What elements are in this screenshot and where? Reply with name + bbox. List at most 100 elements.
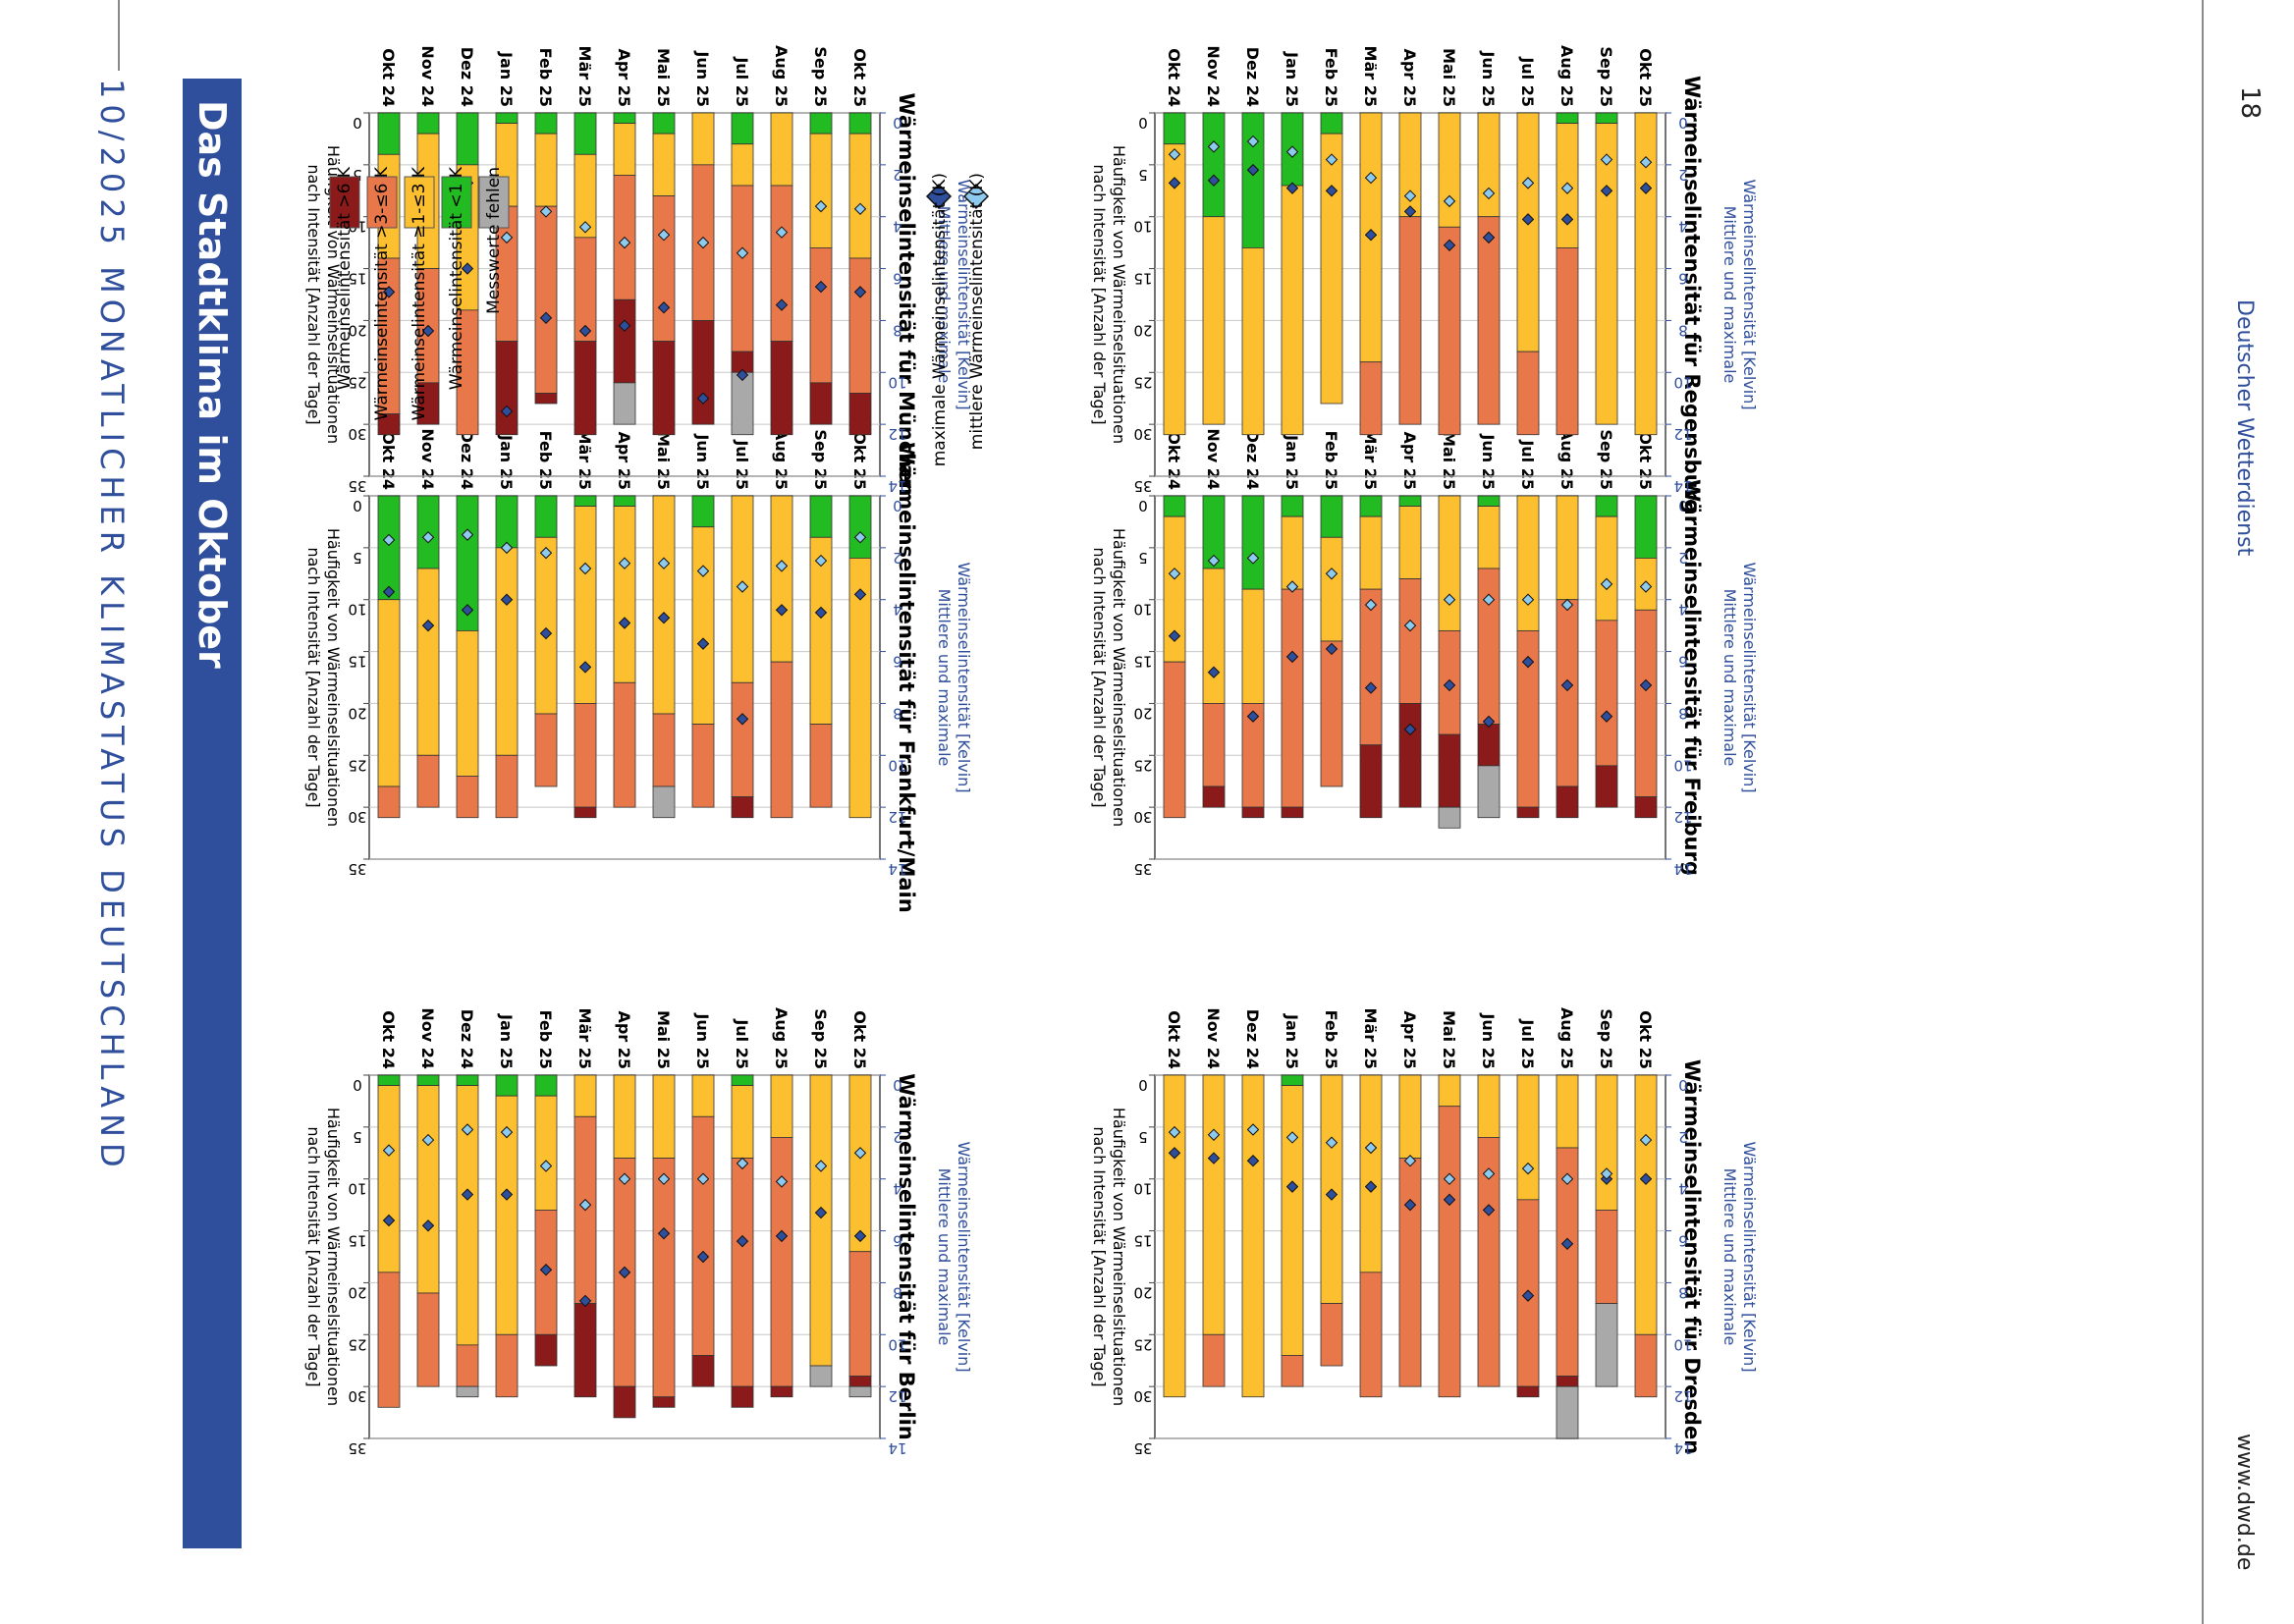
chart-3-kelvin-tick-label: 2 [893,549,902,567]
chart-6-kelvin-tick-label: 0 [1678,114,1688,132]
chart-2-bar-gt3 [1477,1137,1501,1387]
chart-6-bar-gt3 [1516,351,1540,436]
chart-4-month-label: Apr 25 [1400,431,1419,490]
chart-6-days-tick-label: 10 [1133,218,1152,236]
chart-4-bar-gt6 [1516,806,1540,819]
chart-2-days-tick-label: 5 [1138,1128,1148,1146]
chart-4-bar-gt6 [1595,765,1618,808]
chart-3-bar-gt3 [731,681,754,797]
chart-3-bar-ge1 [848,558,872,819]
chart-2-bar-ge1 [1477,1074,1501,1138]
chart-1-kelvin-tick-label: 2 [893,1128,902,1146]
chart-3-bar-missing [652,785,676,819]
chart-5-month-label: Jun 25 [693,50,712,107]
chart-1-bar-ge1 [691,1074,715,1117]
chart-4-bar-gt6 [1359,744,1383,819]
chart-3-mean-marker [539,546,553,560]
chart-6-bar-lt1 [1163,112,1186,145]
chart-1-bar-gt3 [456,1344,479,1387]
chart-6-city-title: Wärmeinselintensität für Regensburg [1680,76,1704,514]
chart-4-month-label: Jan 25 [1283,434,1301,490]
chart-3-mean-marker [461,528,474,541]
chart-4-mean-marker [1521,593,1535,606]
chart-6-bar-ge1 [1477,112,1501,218]
chart-4-days-tick-label: 5 [1138,549,1148,567]
chart-6-bar-ge1 [1595,123,1618,425]
chart-2-kelvin-tick-label: 12 [1673,1387,1692,1405]
chart-5-mean-marker [500,231,514,244]
chart-2-month-label: Okt 25 [1636,1010,1655,1069]
chart-4-days-tick-label: 25 [1133,756,1152,774]
chart-6-mean-marker [1639,156,1653,169]
chart-2-mean-marker [1521,1162,1535,1175]
chart-1-top-axis-title-line1: Häufigkeit von Wärmeinselsituationen [324,1108,343,1406]
chart-3-kelvin-tick-label: 4 [893,601,902,619]
chart-4-kelvin-tick-label: 0 [1678,497,1688,514]
chart-3-max-marker [421,619,435,632]
chart-3-days-tick-label: 20 [348,704,366,722]
chart-5-max-marker [382,286,396,298]
chart-4-bar-missing [1477,765,1501,819]
chart-3-bar-gt3 [534,713,558,787]
chart-2-max-marker [1364,1180,1378,1193]
chart-1-days-tick-label: 25 [348,1335,366,1353]
chart-5-top-axis-title-line2: nach Intensität [Anzahl der Tage] [304,164,323,424]
chart-1-bar-lt1 [495,1074,519,1097]
chart-5-max-marker [618,319,631,332]
chart-6-max-marker [1482,231,1496,244]
chart-4-month-label: Okt 25 [1636,431,1655,490]
chart-5-max-marker [461,262,474,275]
chart-5-month-label: Sep 25 [811,46,830,107]
chart-5-bar-gt6 [377,413,401,436]
chart-5-bar-gt6 [534,393,558,405]
legend-swatch-lt1 [441,176,472,229]
chart-6-mean-marker [1560,182,1574,194]
chart-6-month-label: Jul 25 [1518,56,1537,107]
chart-2-mean-marker [1639,1133,1653,1147]
chart-4-kelvin-tick-label: 6 [1678,653,1688,671]
chart-1-days-tick-label: 30 [348,1387,366,1405]
chart-4-days-tick-label: 0 [1138,497,1148,514]
chart-3-max-marker [539,626,553,640]
chart-3-top-axis-title-line1: Häufigkeit von Wärmeinselsituationen [324,528,343,827]
chart-6-month-label: Sep 25 [1597,46,1615,107]
chart-1-max-marker [461,1188,474,1201]
chart-2-month-label: Dez 24 [1243,1009,1262,1069]
chart-4-bar-gt3 [1281,588,1304,808]
chart-2-bar-ge1 [1438,1074,1461,1108]
chart-3-bar-gt3 [377,785,401,819]
chart-6-bar-lt1 [1595,112,1618,124]
chart-3-bar-lt1 [377,495,401,601]
chart-4-max-marker [1600,710,1613,723]
chart-5-kelvin-tick-label: 6 [893,270,902,288]
chart-3-max-marker [696,637,710,650]
chart-3-month-label: Apr 25 [615,431,633,490]
chart-2-mean-marker [1482,1167,1496,1180]
chart-1-bar-ge1 [848,1074,872,1253]
chart-5-month-label: Mär 25 [575,46,594,107]
chart-6-days-tick-label: 20 [1133,321,1152,339]
chart-4-mean-marker [1443,593,1456,606]
chart-4-month-label: Okt 24 [1165,431,1183,490]
chart-4-bar-lt1 [1477,495,1501,507]
chart-3-bar-ge1 [534,536,558,715]
legend-swatch-gt3 [366,176,398,229]
chart-3-days-tick-label: 35 [348,860,366,878]
chart-1-mean-marker [539,1160,553,1172]
chart-5-bar-ge1 [770,112,793,187]
chart-4-bar-gt6 [1438,733,1461,808]
chart-4-max-marker [1443,678,1456,692]
chart-3-kelvin-tick-label: 0 [893,497,902,514]
legend-label-gt3: Wärmeinselintensität >3-≤6 K [372,166,392,420]
chart-6-bar-ge1 [1202,216,1226,425]
chart-4-bar-missing [1438,806,1461,829]
chart-3-bar-gt3 [456,776,479,819]
chart-3-mean-marker [421,531,435,544]
chart-4-kelvin-tick-label: 2 [1678,549,1688,567]
chart-6-month-label: Mai 25 [1440,48,1458,107]
chart-3-kelvin-tick-label: 14 [888,860,906,878]
chart-2-bar-ge1 [1595,1074,1618,1211]
chart-3-bar-ge1 [613,506,636,683]
chart-2-max-marker [1207,1152,1221,1164]
